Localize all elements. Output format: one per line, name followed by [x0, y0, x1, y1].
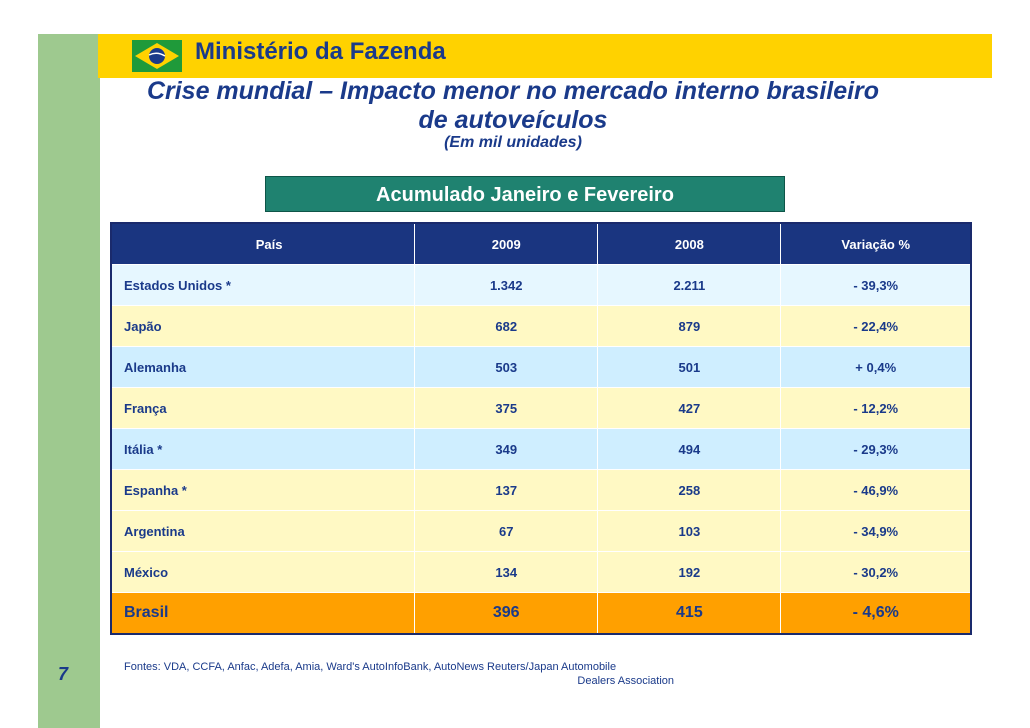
cell-country: México — [110, 551, 416, 593]
cell-country: Argentina — [110, 510, 416, 552]
sources-note: Fontes: VDA, CCFA, Anfac, Adefa, Amia, W… — [124, 660, 674, 688]
cell-country: Estados Unidos * — [110, 264, 416, 306]
cell-2009: 134 — [414, 551, 599, 593]
page-number: 7 — [58, 664, 69, 684]
table-row: Itália * 349 494 - 29,3% — [110, 428, 972, 470]
cell-2009: 375 — [414, 387, 599, 429]
cell-2008: 427 — [597, 387, 782, 429]
cell-2009: 67 — [414, 510, 599, 552]
title-line-1: Crise mundial – Impacto menor no mercado… — [146, 77, 880, 105]
table-row: Alemanha 503 501 + 0,4% — [110, 346, 972, 388]
sources-line-2: Dealers Association — [577, 675, 674, 687]
table-row: Japão 682 879 - 22,4% — [110, 305, 972, 347]
cell-country: Japão — [110, 305, 416, 347]
cell-country: Itália * — [110, 428, 416, 470]
cell-2009: 137 — [414, 469, 599, 511]
cell-2008: 501 — [597, 346, 782, 388]
header-band — [98, 34, 992, 78]
table-row: Espanha * 137 258 - 46,9% — [110, 469, 972, 511]
cell-2008: 879 — [597, 305, 782, 347]
table-row: México 134 192 - 30,2% — [110, 551, 972, 593]
cell-2008: 2.211 — [597, 264, 782, 306]
table-header-row: País 2009 2008 Variação % — [110, 222, 972, 265]
header-country: País — [110, 222, 416, 265]
cell-2008: 494 — [597, 428, 782, 470]
header-2008: 2008 — [597, 222, 782, 265]
cell-variation: - 29,3% — [780, 428, 972, 470]
cell-2008: 103 — [597, 510, 782, 552]
cell-2009: 396 — [414, 592, 599, 635]
cell-variation: - 22,4% — [780, 305, 972, 347]
cell-variation: - 4,6% — [780, 592, 972, 635]
cell-2008: 192 — [597, 551, 782, 593]
header-variation: Variação % — [780, 222, 972, 265]
cell-variation: + 0,4% — [780, 346, 972, 388]
cell-2009: 682 — [414, 305, 599, 347]
table-row: França 375 427 - 12,2% — [110, 387, 972, 429]
cell-2009: 349 — [414, 428, 599, 470]
cell-variation: - 34,9% — [780, 510, 972, 552]
table-row-brasil: Brasil 396 415 - 4,6% — [110, 592, 972, 635]
cell-country: França — [110, 387, 416, 429]
sources-line-1: Fontes: VDA, CCFA, Anfac, Adefa, Amia, W… — [124, 661, 617, 673]
cell-country: Alemanha — [110, 346, 416, 388]
table-row: Estados Unidos * 1.342 2.211 - 39,3% — [110, 264, 972, 306]
cell-2008: 258 — [597, 469, 782, 511]
ministry-title: Ministério da Fazenda — [195, 38, 446, 65]
page-title: Crise mundial – Impacto menor no mercado… — [104, 77, 922, 135]
brazil-flag-logo — [132, 40, 182, 72]
cell-variation: - 46,9% — [780, 469, 972, 511]
left-side-bar — [38, 34, 100, 728]
cell-variation: - 30,2% — [780, 551, 972, 593]
title-line-2: de autoveículos — [418, 106, 608, 134]
page-subtitle: (Em mil unidades) — [444, 134, 582, 151]
sales-table: País 2009 2008 Variação % Estados Unidos… — [110, 222, 972, 635]
header-2009: 2009 — [414, 222, 599, 265]
table-row: Argentina 67 103 - 34,9% — [110, 510, 972, 552]
period-banner: Acumulado Janeiro e Fevereiro — [265, 176, 785, 212]
cell-variation: - 12,2% — [780, 387, 972, 429]
cell-country: Brasil — [110, 592, 416, 635]
cell-variation: - 39,3% — [780, 264, 972, 306]
cell-2009: 503 — [414, 346, 599, 388]
cell-2009: 1.342 — [414, 264, 599, 306]
cell-2008: 415 — [597, 592, 782, 635]
cell-country: Espanha * — [110, 469, 416, 511]
